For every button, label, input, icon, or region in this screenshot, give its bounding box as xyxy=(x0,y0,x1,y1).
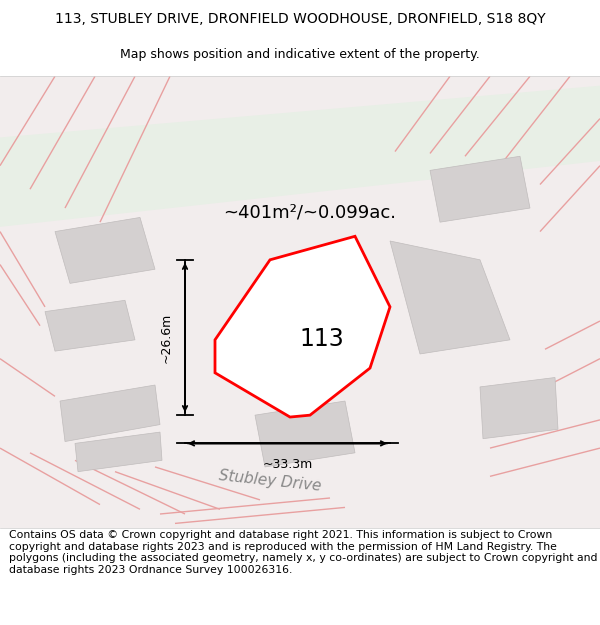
Text: 113: 113 xyxy=(299,328,344,351)
Polygon shape xyxy=(215,236,390,417)
Text: ~401m²/~0.099ac.: ~401m²/~0.099ac. xyxy=(223,204,397,222)
Text: ~26.6m: ~26.6m xyxy=(160,312,173,362)
Text: Stubley Drive: Stubley Drive xyxy=(218,468,322,494)
Polygon shape xyxy=(55,217,155,283)
Polygon shape xyxy=(255,401,355,467)
Text: Contains OS data © Crown copyright and database right 2021. This information is : Contains OS data © Crown copyright and d… xyxy=(9,530,598,575)
Polygon shape xyxy=(480,378,558,439)
Polygon shape xyxy=(390,241,510,354)
Text: ~33.3m: ~33.3m xyxy=(262,459,313,471)
Text: 113, STUBLEY DRIVE, DRONFIELD WOODHOUSE, DRONFIELD, S18 8QY: 113, STUBLEY DRIVE, DRONFIELD WOODHOUSE,… xyxy=(55,12,545,26)
Polygon shape xyxy=(75,432,162,472)
Text: Map shows position and indicative extent of the property.: Map shows position and indicative extent… xyxy=(120,48,480,61)
Polygon shape xyxy=(0,86,600,227)
Polygon shape xyxy=(45,300,135,351)
Polygon shape xyxy=(60,385,160,441)
Polygon shape xyxy=(430,156,530,222)
